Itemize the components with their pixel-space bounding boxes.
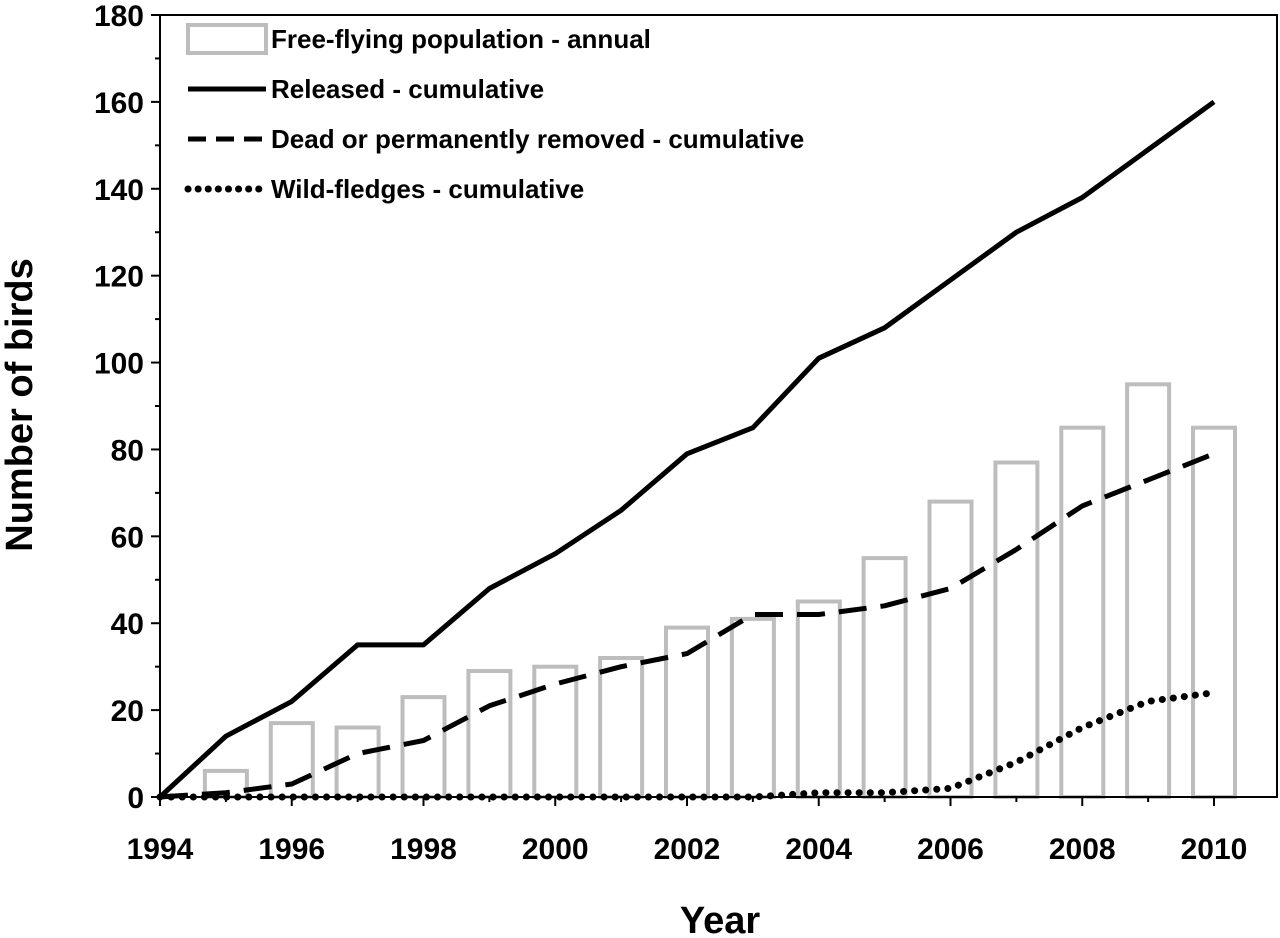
- x-tick-label-2002: 2002: [654, 833, 721, 866]
- bar-2007: [993, 460, 1040, 799]
- bars-layer: [202, 382, 1237, 800]
- legend-label-2: Released - cumulative: [271, 74, 544, 104]
- y-tick-label-40: 40: [111, 608, 144, 641]
- x-axis-title: Year: [680, 900, 761, 938]
- x-tick-label-2008: 2008: [1049, 833, 1116, 866]
- y-axis-title: Number of birds: [0, 258, 41, 551]
- y-tick-label-20: 20: [111, 695, 144, 728]
- bar-2001: [598, 656, 645, 799]
- series-line-3: [156, 689, 1218, 801]
- y-tick-label-60: 60: [111, 521, 144, 554]
- bar-2006: [927, 499, 974, 799]
- lines-layer: [156, 99, 1218, 801]
- series-line-1: [158, 99, 1216, 799]
- y-tick-label-120: 120: [94, 261, 144, 294]
- legend-label-3: Dead or permanently removed - cumulative: [271, 124, 804, 154]
- x-tick-label-1994: 1994: [127, 833, 194, 866]
- series-line-2: [159, 451, 1215, 800]
- x-tick-label-2010: 2010: [1181, 833, 1248, 866]
- bar-2010: [1191, 425, 1237, 799]
- y-tick-label-160: 160: [94, 87, 144, 120]
- x-tick-label-2004: 2004: [785, 833, 852, 866]
- y-tick-label-180: 180: [94, 0, 144, 33]
- bar-1999: [466, 669, 513, 799]
- y-tick-label-140: 140: [94, 174, 144, 207]
- x-tick-label-2006: 2006: [917, 833, 984, 866]
- bar-2004: [795, 599, 842, 799]
- legend: Free-flying population - annual Released …: [184, 23, 804, 204]
- x-tick-label-1998: 1998: [390, 833, 457, 866]
- bar-2008: [1059, 425, 1106, 799]
- legend-swatch-1: [186, 23, 268, 55]
- bar-2003: [729, 616, 776, 800]
- bar-1998: [400, 695, 447, 799]
- x-tick-label-1996: 1996: [258, 833, 325, 866]
- legend-label-1: Free-flying population - annual: [271, 24, 651, 54]
- y-tick-label-0: 0: [127, 782, 144, 815]
- bar-2005: [861, 556, 908, 799]
- y-tick-label-100: 100: [94, 348, 144, 381]
- y-tick-label-80: 80: [111, 434, 144, 467]
- x-tick-label-2000: 2000: [522, 833, 589, 866]
- ticks-layer: 0 20 40 60 80 100 120 140 160 180 1994 1996 1998 2000…: [94, 0, 1247, 866]
- legend-label-4: Wild-fledges - cumulative: [271, 174, 584, 204]
- bar-2009: [1125, 382, 1172, 799]
